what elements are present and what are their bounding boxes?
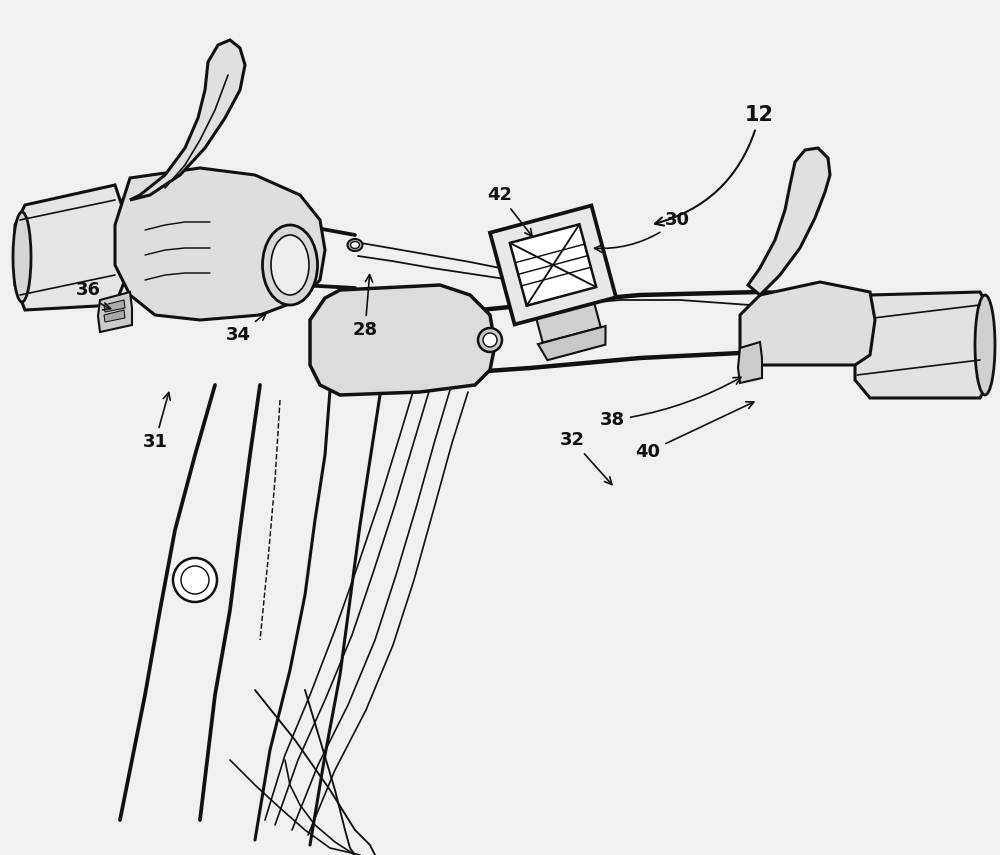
Text: 31: 31 [143,392,170,451]
Ellipse shape [13,212,31,302]
Ellipse shape [271,235,309,295]
Circle shape [173,558,217,602]
Polygon shape [538,326,606,360]
Polygon shape [104,310,125,322]
Polygon shape [510,224,596,306]
Text: 12: 12 [655,105,774,226]
Text: 36: 36 [76,281,111,310]
Text: 28: 28 [352,274,378,339]
Polygon shape [855,292,990,398]
Polygon shape [104,300,125,312]
Polygon shape [130,40,245,200]
Circle shape [483,333,497,347]
Text: 42: 42 [488,186,532,236]
Ellipse shape [262,225,318,305]
Circle shape [478,328,502,352]
Polygon shape [740,282,875,365]
Text: 30: 30 [595,211,690,252]
Polygon shape [310,285,495,395]
Ellipse shape [351,241,360,249]
Polygon shape [738,342,762,383]
Text: 34: 34 [226,313,266,344]
Polygon shape [115,168,325,320]
Ellipse shape [348,239,362,251]
Polygon shape [748,148,830,295]
Polygon shape [490,205,616,324]
Text: 32: 32 [560,431,612,485]
Polygon shape [536,304,601,343]
Polygon shape [15,185,125,310]
Polygon shape [98,292,132,332]
Ellipse shape [975,295,995,395]
Text: 40: 40 [636,402,754,461]
Circle shape [181,566,209,594]
Text: 38: 38 [600,377,741,429]
